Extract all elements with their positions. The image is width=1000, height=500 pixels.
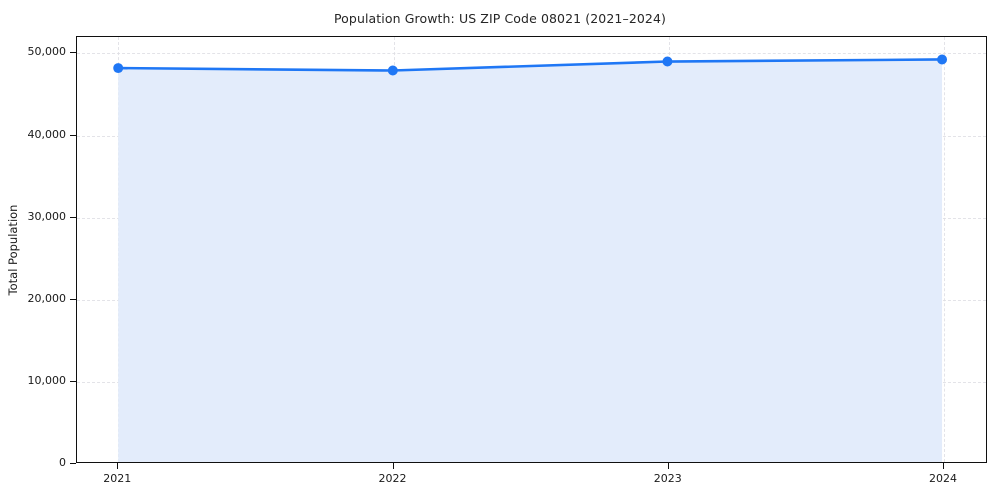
y-tick-label: 50,000 [27, 45, 67, 59]
y-tick-label: 0 [59, 456, 66, 469]
y-tick-mark [70, 134, 76, 136]
chart-title: Population Growth: US ZIP Code 08021 (20… [333, 11, 667, 26]
plot-area [76, 36, 987, 463]
gridline-horizontal [77, 53, 986, 55]
x-tick-label: 2022 [378, 472, 407, 485]
gridline-vertical [943, 37, 945, 462]
x-tick-mark [392, 463, 394, 469]
area-fill-population [118, 59, 943, 462]
y-tick-mark [70, 463, 76, 464]
y-tick-label: 20,000 [27, 291, 67, 305]
data-point-marker [662, 56, 673, 67]
series-line-population [113, 54, 948, 462]
y-axis-label: Total Population [6, 204, 20, 296]
y-tick-mark [70, 52, 76, 54]
y-tick-mark [70, 216, 76, 218]
y-tick-label: 10,000 [27, 373, 67, 387]
y-tick-mark [70, 380, 76, 382]
x-tick-label: 2024 [928, 472, 957, 485]
x-tick-label: 2021 [103, 472, 132, 485]
y-tick-label: 40,000 [27, 127, 67, 141]
line-population [116, 58, 944, 72]
x-tick-mark [942, 463, 944, 469]
data-point-marker [387, 65, 398, 76]
data-point-marker [113, 63, 124, 74]
data-point-marker [937, 54, 948, 65]
y-tick-label: 30,000 [27, 209, 67, 223]
x-tick-mark [667, 463, 669, 469]
y-tick-mark [70, 298, 76, 300]
x-tick-label: 2023 [653, 472, 682, 485]
x-tick-mark [117, 463, 119, 469]
